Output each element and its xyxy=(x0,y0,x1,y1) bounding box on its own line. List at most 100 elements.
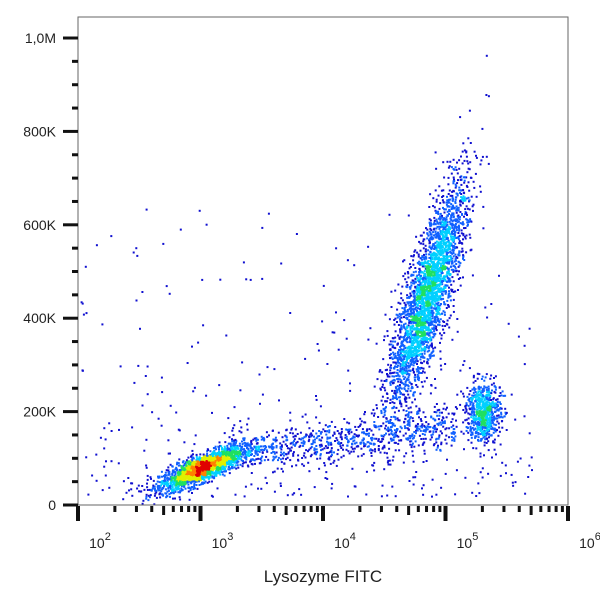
data-point xyxy=(408,319,411,322)
data-point xyxy=(421,299,424,302)
data-point xyxy=(431,252,434,255)
data-point xyxy=(380,399,383,402)
data-point xyxy=(414,267,417,269)
data-point xyxy=(408,351,411,354)
data-point xyxy=(462,199,465,202)
data-point xyxy=(403,345,406,347)
data-point xyxy=(174,497,176,500)
data-point xyxy=(461,197,464,199)
data-point xyxy=(461,213,463,215)
data-point xyxy=(445,252,448,255)
data-point xyxy=(171,486,174,489)
data-point xyxy=(208,466,211,469)
data-point xyxy=(210,466,213,469)
data-point xyxy=(428,271,431,274)
data-point xyxy=(409,263,412,266)
data-point xyxy=(413,357,416,360)
data-point xyxy=(466,160,469,163)
data-point xyxy=(440,232,442,235)
data-point xyxy=(429,321,432,324)
data-point xyxy=(427,309,430,312)
data-point xyxy=(174,481,177,484)
data-point xyxy=(414,303,417,305)
data-point xyxy=(429,339,432,342)
data-point xyxy=(435,258,438,260)
data-point xyxy=(448,201,451,204)
data-point xyxy=(402,312,405,315)
data-point xyxy=(462,223,465,226)
data-point xyxy=(412,344,415,347)
data-point xyxy=(175,480,178,483)
data-point xyxy=(427,358,430,361)
data-point xyxy=(414,286,417,289)
data-point xyxy=(432,333,435,336)
data-point xyxy=(170,485,173,488)
data-point xyxy=(386,368,388,371)
data-point xyxy=(450,166,453,169)
data-point xyxy=(451,194,454,197)
data-point xyxy=(460,155,462,158)
data-point xyxy=(158,486,161,489)
data-point xyxy=(395,371,398,374)
data-point xyxy=(465,176,468,179)
data-point xyxy=(422,306,425,309)
data-point xyxy=(411,315,414,318)
data-point xyxy=(433,318,436,321)
data-point xyxy=(412,305,414,308)
data-point xyxy=(184,477,187,480)
data-point xyxy=(146,482,148,485)
data-point xyxy=(201,469,204,472)
data-point xyxy=(429,263,432,266)
data-point xyxy=(171,465,174,468)
data-point xyxy=(181,476,183,479)
data-point xyxy=(409,389,412,392)
data-point xyxy=(437,194,440,197)
data-point xyxy=(425,341,427,343)
data-point xyxy=(172,488,175,491)
data-point xyxy=(225,454,227,457)
data-point xyxy=(157,487,159,490)
data-point xyxy=(406,336,409,339)
data-point xyxy=(190,454,193,457)
data-point xyxy=(439,221,442,224)
data-point xyxy=(431,236,434,239)
data-point xyxy=(209,464,212,467)
data-point xyxy=(221,465,224,468)
data-point xyxy=(441,294,444,297)
data-point xyxy=(154,492,157,495)
data-point xyxy=(435,235,438,238)
data-point xyxy=(192,456,195,459)
data-point xyxy=(426,296,428,299)
data-point xyxy=(473,150,476,153)
data-point xyxy=(436,254,439,257)
data-point xyxy=(404,303,407,306)
data-point xyxy=(167,466,170,469)
data-point xyxy=(407,276,410,279)
data-point xyxy=(194,469,197,471)
data-point xyxy=(405,379,408,382)
data-point xyxy=(445,291,448,294)
data-point xyxy=(440,290,443,293)
data-point xyxy=(403,372,406,375)
data-point xyxy=(170,481,172,484)
data-point xyxy=(421,258,423,261)
data-point xyxy=(404,339,406,341)
data-point xyxy=(418,271,421,274)
data-point xyxy=(217,469,220,472)
data-point xyxy=(459,277,462,279)
data-point xyxy=(447,176,450,179)
data-point xyxy=(420,326,423,329)
data-point xyxy=(398,312,401,315)
data-point xyxy=(141,485,144,487)
data-point xyxy=(398,386,401,389)
data-point xyxy=(225,463,228,465)
data-point xyxy=(392,396,395,399)
data-point xyxy=(434,307,437,310)
data-point xyxy=(175,469,178,472)
data-point xyxy=(438,221,441,224)
data-point xyxy=(444,250,447,253)
data-point xyxy=(186,461,189,464)
data-point xyxy=(452,305,455,307)
data-point xyxy=(224,465,227,468)
data-point xyxy=(411,354,414,357)
